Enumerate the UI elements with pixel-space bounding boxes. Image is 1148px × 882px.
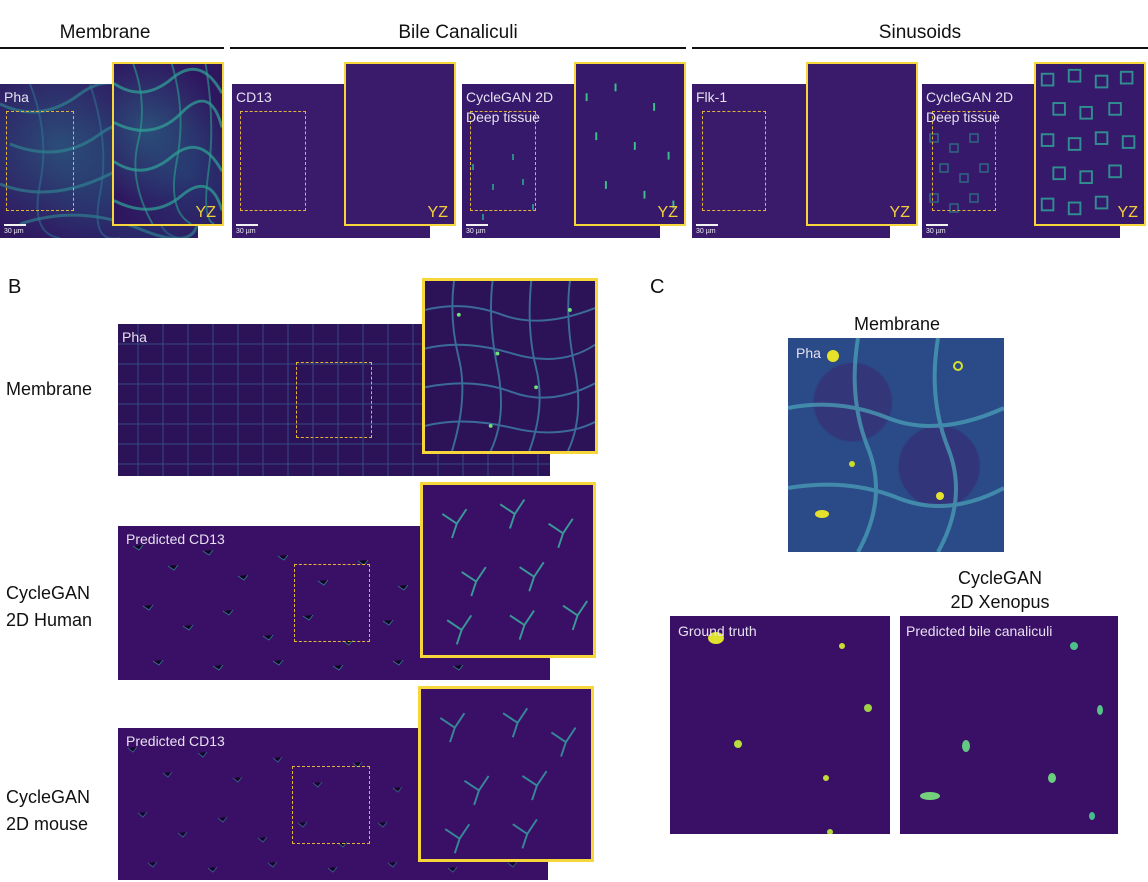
header-rule-membrane bbox=[0, 47, 224, 49]
row-label-line2: 2D mouse bbox=[6, 814, 89, 834]
roi-box bbox=[702, 111, 766, 211]
header-rule-bile bbox=[230, 47, 686, 49]
row-label-cyclegan-human: CycleGAN 2D Human bbox=[6, 580, 92, 634]
roi-box bbox=[470, 111, 536, 211]
row-label-line1: Membrane bbox=[6, 379, 93, 399]
roi-box bbox=[240, 111, 306, 211]
scale-bar bbox=[236, 224, 258, 226]
row-label-membrane: Membrane bbox=[6, 376, 92, 403]
cyclegan-title-line1: CycleGAN bbox=[957, 568, 1042, 588]
zoom-b-human bbox=[420, 482, 596, 658]
micrograph-c-ground-truth: Ground truth bbox=[670, 616, 890, 834]
zoom-b-mouse bbox=[418, 686, 594, 862]
panel-letter-b: B bbox=[8, 276, 22, 298]
yz-label: YZ bbox=[889, 204, 910, 221]
header-sinusoids: Sinusoids bbox=[878, 22, 962, 43]
zoom-membrane-yz: YZ bbox=[112, 62, 224, 226]
scale-text: 30 µm bbox=[466, 228, 486, 235]
header-rule-sinusoids bbox=[692, 47, 1148, 49]
yz-label: YZ bbox=[657, 204, 678, 221]
header-membrane: Membrane bbox=[59, 22, 151, 43]
roi-box bbox=[6, 111, 74, 211]
roi-box bbox=[294, 564, 370, 642]
row-label-line1: CycleGAN bbox=[6, 583, 91, 603]
panel-c-cyclegan-title: CycleGAN 2D Xenopus bbox=[900, 566, 1100, 614]
zoom-b-membrane bbox=[422, 278, 598, 454]
micrograph-c-predicted: Predicted bile canaliculi bbox=[900, 616, 1118, 834]
image-tag: Ground truth bbox=[678, 623, 757, 639]
tile-label: CycleGAN 2D bbox=[926, 89, 1014, 105]
scale-bar bbox=[4, 224, 26, 226]
roi-box bbox=[292, 766, 370, 844]
tile-sublabel: Deep tissue bbox=[926, 109, 1000, 125]
image-tag: Pha bbox=[796, 345, 821, 361]
scale-bar bbox=[926, 224, 948, 226]
cyclegan-title-line2: 2D Xenopus bbox=[950, 592, 1050, 612]
panel-letter-c: C bbox=[650, 276, 665, 298]
yz-label: YZ bbox=[427, 204, 448, 221]
zoom-cyclegan-sinusoid-yz: YZ bbox=[1034, 62, 1146, 226]
image-tag: Predicted bile canaliculi bbox=[906, 623, 1053, 639]
image-tag: Predicted CD13 bbox=[126, 531, 225, 547]
scale-text: 30 µm bbox=[696, 228, 716, 235]
image-tag: Predicted CD13 bbox=[126, 733, 225, 749]
roi-box bbox=[296, 362, 372, 438]
tile-label: Pha bbox=[4, 89, 29, 105]
tile-sublabel: Deep tissue bbox=[466, 109, 540, 125]
roi-box bbox=[932, 111, 996, 211]
row-label-line2: 2D Human bbox=[6, 610, 93, 630]
scale-text: 30 µm bbox=[926, 228, 946, 235]
zoom-cyclegan-bile-yz: YZ bbox=[574, 62, 686, 226]
scale-bar bbox=[466, 224, 488, 226]
scale-bar bbox=[696, 224, 718, 226]
row-label-line1: CycleGAN bbox=[6, 787, 91, 807]
yz-label: YZ bbox=[195, 204, 216, 221]
yz-label: YZ bbox=[1117, 204, 1138, 221]
tile-label: CycleGAN 2D bbox=[466, 89, 554, 105]
header-bile-canaliculi: Bile Canaliculi bbox=[398, 22, 518, 43]
image-tag: Pha bbox=[122, 329, 147, 345]
row-label-cyclegan-mouse: CycleGAN 2D mouse bbox=[6, 784, 90, 838]
micrograph-c-membrane: Pha bbox=[788, 338, 1004, 552]
panel-c-membrane-title: Membrane bbox=[853, 314, 941, 334]
zoom-cd13-yz: YZ bbox=[344, 62, 456, 226]
scale-text: 30 µm bbox=[236, 228, 256, 235]
tile-label: CD13 bbox=[236, 89, 272, 105]
zoom-flk1-yz: YZ bbox=[806, 62, 918, 226]
scale-text: 30 µm bbox=[4, 228, 24, 235]
tile-label: Flk-1 bbox=[696, 89, 728, 105]
